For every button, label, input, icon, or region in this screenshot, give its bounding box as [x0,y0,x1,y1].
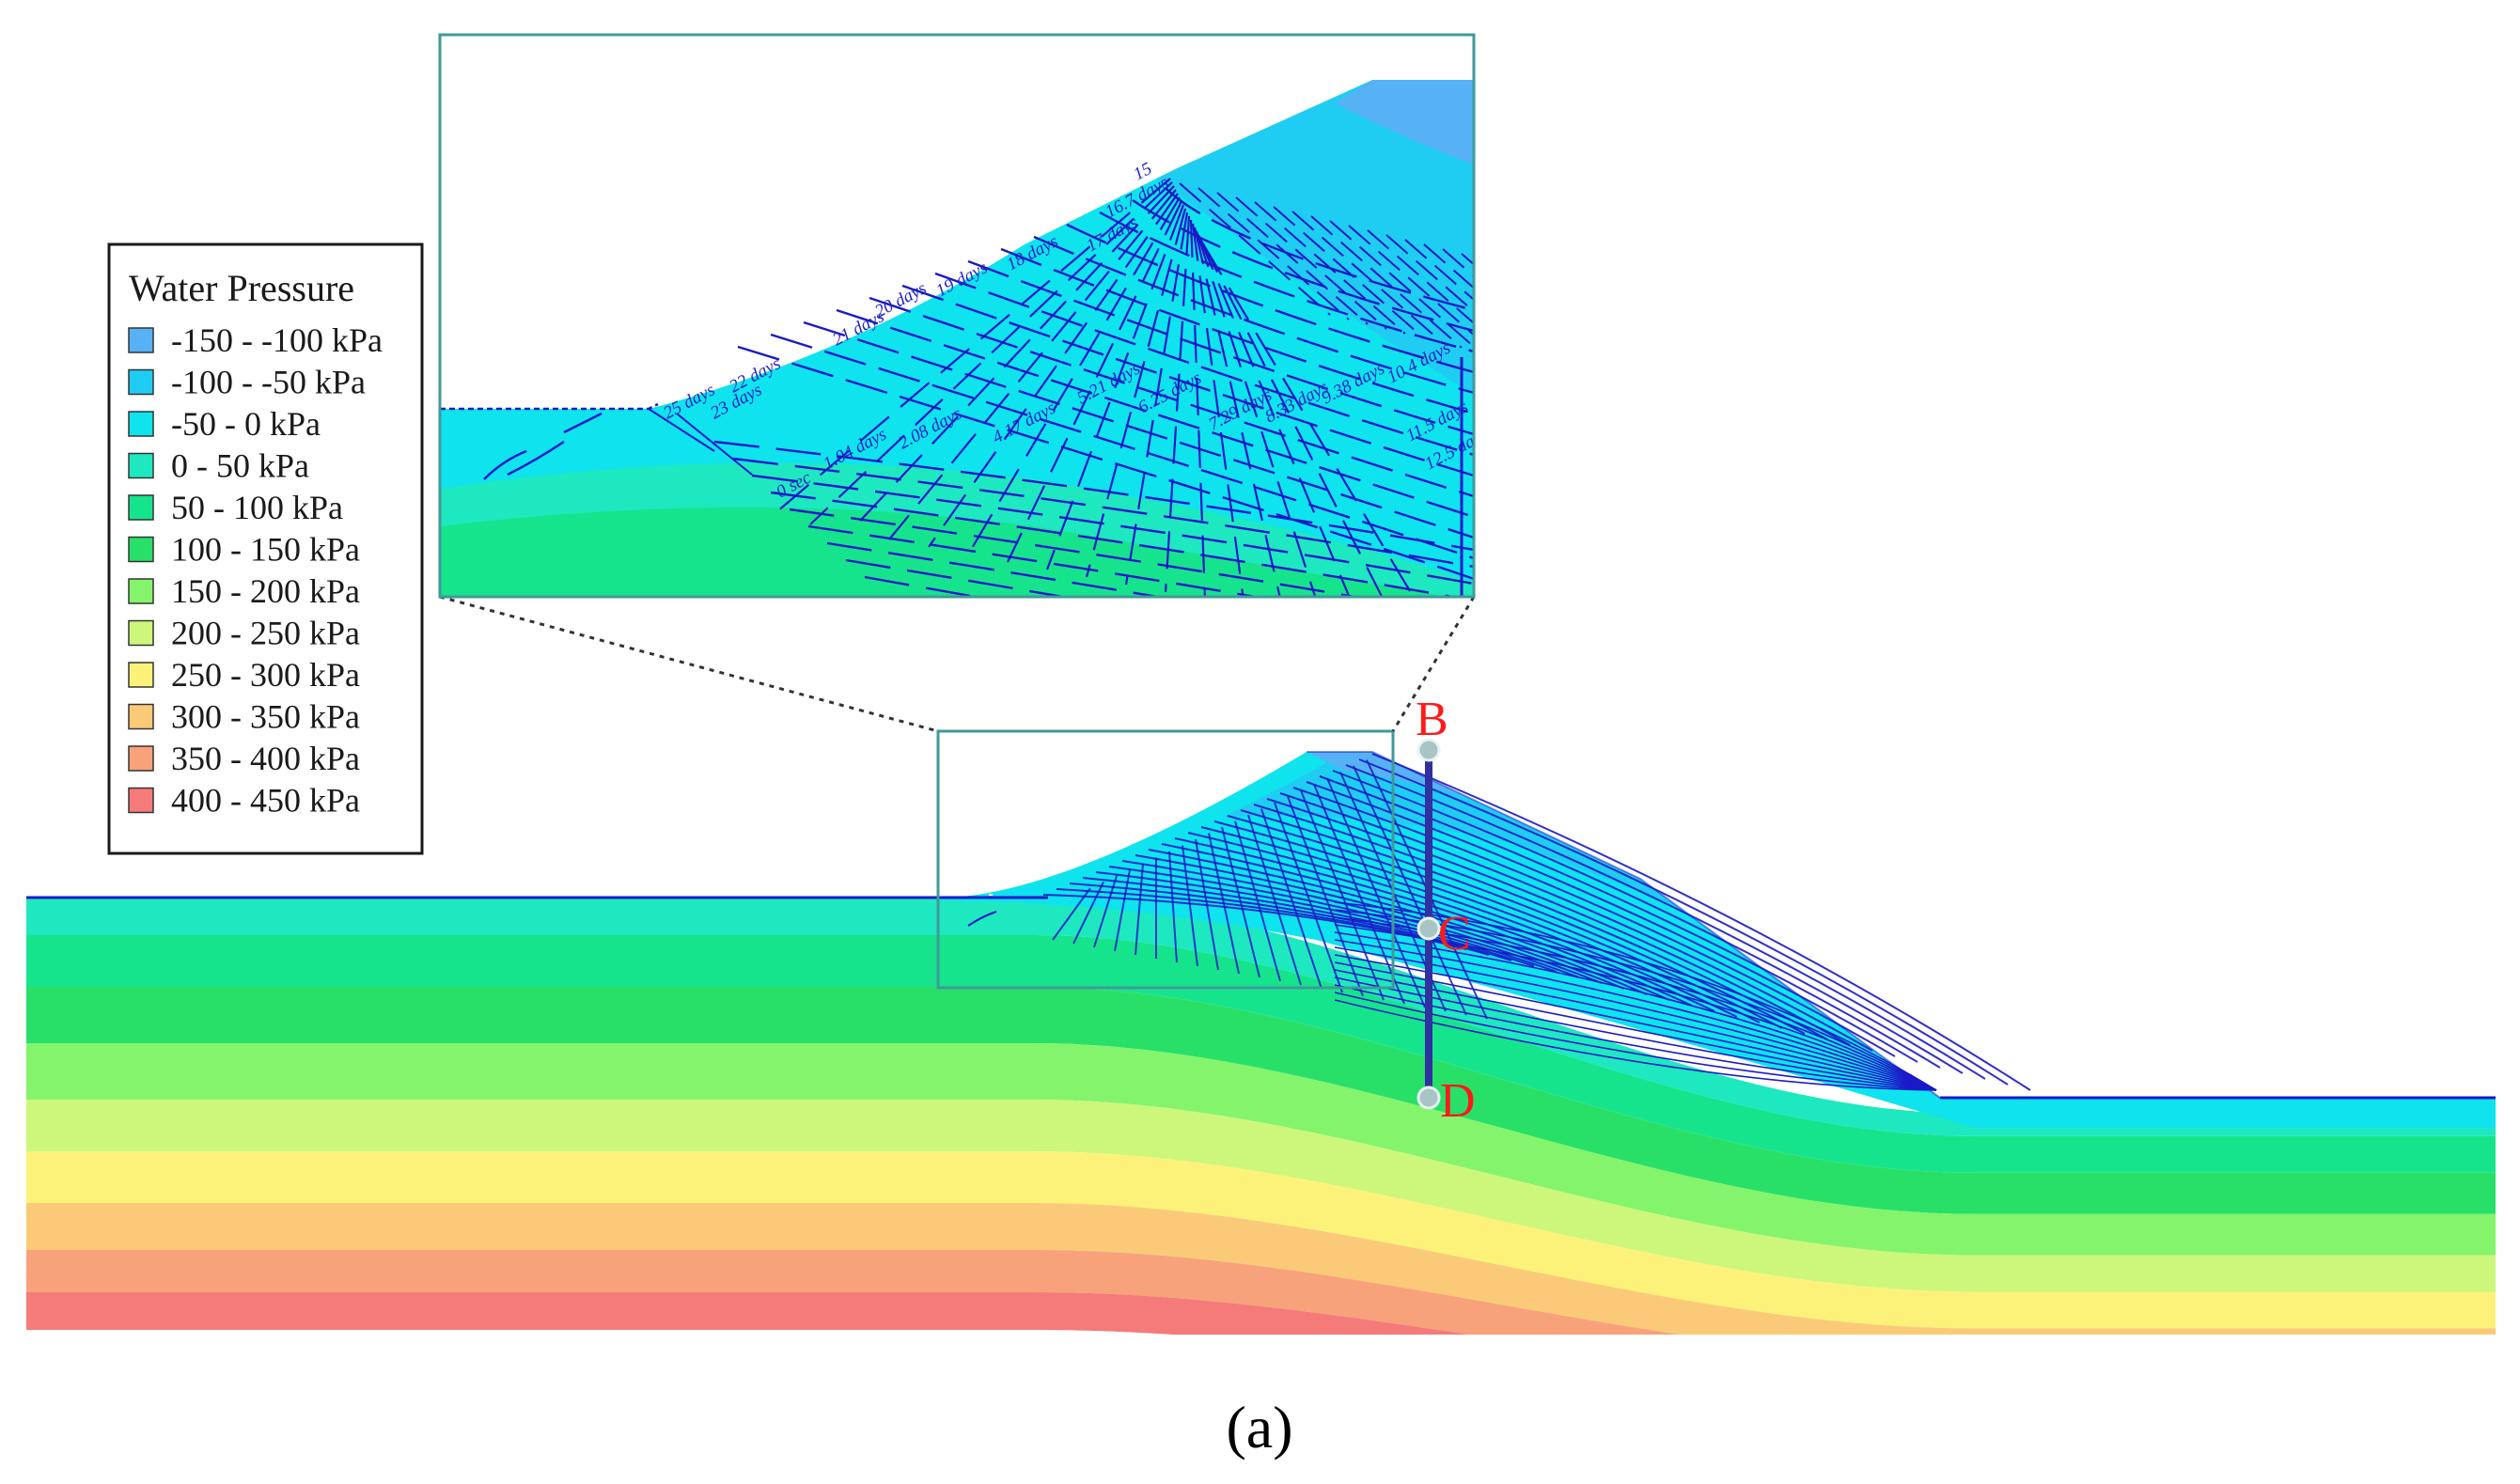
legend-label: 150 - 200 kPa [171,572,360,610]
point-d-label: D [1440,1074,1476,1128]
legend-item: 100 - 150 kPa [128,531,360,569]
point-b-marker [1417,738,1441,762]
legend-swatch [128,494,154,521]
legend-label: 0 - 50 kPa [171,447,309,485]
legend-item: -50 - 0 kPa [128,405,321,443]
point-d-marker [1417,1086,1441,1110]
legend-item: 400 - 450 kPa [128,782,360,820]
section-line: B C D [1416,693,1476,1128]
legend-item: 50 - 100 kPa [128,489,343,526]
legend-swatch [128,327,154,353]
legend-item: 200 - 250 kPa [128,615,360,652]
legend-label: 350 - 400 kPa [171,740,360,777]
legend: Water Pressure -150 - -100 kPa -100 - -50… [107,242,424,855]
point-b-label: B [1416,693,1448,746]
point-c-label: C [1438,907,1471,961]
legend-item: 150 - 200 kPa [128,572,360,610]
legend-box [107,242,424,855]
inset-frame [438,33,1476,599]
legend-swatch [128,662,154,688]
legend-swatch [128,578,154,604]
legend-swatch [128,745,154,772]
seepage-mesh [967,753,2031,1091]
legend-swatch [128,703,154,730]
legend-title: Water Pressure [129,267,354,309]
ground-surface [26,751,2496,1100]
legend-label: 50 - 100 kPa [171,489,343,526]
legend-item: 300 - 350 kPa [128,698,360,736]
legend-item: -150 - -100 kPa [128,321,383,359]
legend-label: 100 - 150 kPa [171,531,360,569]
legend-item: 250 - 300 kPa [128,656,360,694]
legend-item: 350 - 400 kPa [128,740,360,777]
legend-swatch [128,368,154,396]
legend-swatch [128,787,154,814]
legend-swatch [128,452,154,479]
figure-caption: (a) [1226,1394,1292,1461]
legend-item: 0 - 50 kPa [128,447,309,485]
legend-item: -100 - -50 kPa [128,364,366,401]
legend-swatch [128,411,154,437]
legend-swatch [128,536,154,563]
legend-label: 200 - 250 kPa [171,615,360,652]
legend-swatch [128,619,154,647]
legend-label: -150 - -100 kPa [171,321,383,359]
zoom-connector-left [439,595,939,733]
point-c-marker [1417,916,1441,941]
legend-label: 250 - 300 kPa [171,656,360,694]
legend-label: -50 - 0 kPa [171,405,321,443]
legend-label: 400 - 450 kPa [171,782,360,820]
legend-label: 300 - 350 kPa [171,698,360,736]
legend-label: -100 - -50 kPa [171,364,366,401]
zoom-frame [936,729,1395,990]
